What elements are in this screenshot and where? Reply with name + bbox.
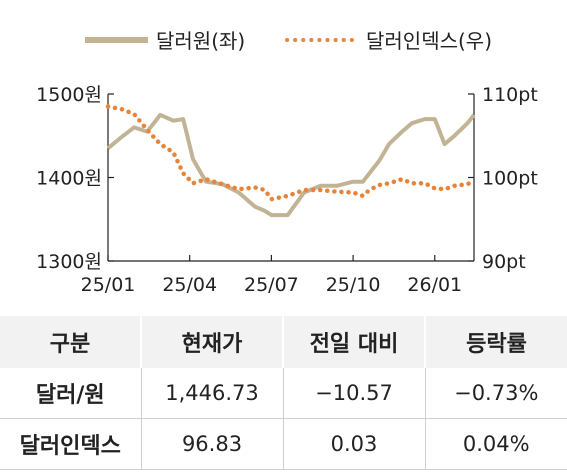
quote-table: 구분 현재가 전일 대비 등락률 달러/원 1,446.73 −10.57 −0…	[0, 316, 567, 470]
cell-usdkrw-price: 1,446.73	[141, 368, 284, 419]
x-tick-label: 26/01	[407, 274, 462, 296]
cell-dxy-change: 0.03	[283, 418, 426, 470]
header-change-rate: 등락률	[425, 316, 567, 368]
y-left-tick-label: 1500원	[36, 84, 102, 106]
header-daily-change: 전일 대비	[283, 316, 426, 368]
exchange-rate-chart: 달러원(좌) 달러인덱스(우) 1500원 1400원 1300원 110pt 100pt 9…	[36, 29, 538, 296]
y-right-tick-label: 100pt	[482, 168, 538, 190]
cell-usdkrw-change: −10.57	[283, 368, 426, 419]
x-tick-label: 25/04	[162, 274, 217, 296]
table-row: 달러인덱스 96.83 0.03 0.04%	[0, 418, 567, 470]
legend-label-usdkrw: 달러원(좌)	[156, 29, 245, 53]
header-current-price: 현재가	[141, 316, 284, 368]
series-line-usdkrw	[106, 112, 476, 218]
row-label-usdkrw: 달러/원	[0, 368, 142, 419]
series-line-dxy	[105, 104, 477, 202]
y-right-tick-label: 90pt	[482, 251, 526, 273]
y-left-tick-label: 1300원	[36, 251, 102, 273]
cell-dxy-rate: 0.04%	[425, 418, 567, 470]
row-label-dxy: 달러인덱스	[0, 418, 142, 470]
y-right-tick-label: 110pt	[482, 84, 538, 106]
cell-dxy-price: 96.83	[141, 418, 284, 470]
legend-label-dxy: 달러인덱스(우)	[366, 29, 492, 53]
table-header-row: 구분 현재가 전일 대비 등락률	[0, 316, 567, 368]
header-category: 구분	[0, 316, 142, 368]
x-tick-label: 25/10	[326, 274, 381, 296]
x-tick-label: 25/07	[244, 274, 299, 296]
cell-usdkrw-rate: −0.73%	[425, 368, 567, 419]
table-row: 달러/원 1,446.73 −10.57 −0.73%	[0, 368, 567, 419]
y-left-tick-label: 1400원	[36, 168, 102, 190]
x-tick-label: 25/01	[81, 274, 136, 296]
